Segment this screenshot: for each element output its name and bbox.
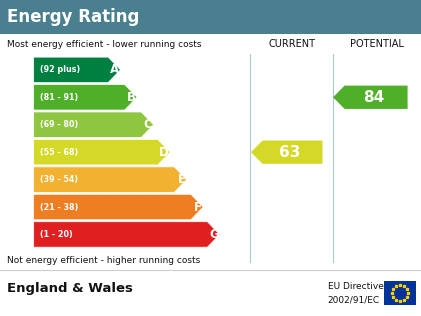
Text: 2002/91/EC: 2002/91/EC — [328, 295, 380, 305]
Polygon shape — [34, 167, 187, 192]
Polygon shape — [333, 86, 408, 109]
Text: C: C — [144, 118, 152, 131]
Text: (55 - 68): (55 - 68) — [40, 148, 78, 157]
Text: (69 - 80): (69 - 80) — [40, 120, 78, 129]
Text: England & Wales: England & Wales — [7, 282, 133, 295]
Text: E: E — [178, 173, 186, 186]
Polygon shape — [34, 85, 137, 110]
Text: (81 - 91): (81 - 91) — [40, 93, 78, 102]
Text: 84: 84 — [363, 90, 384, 105]
Text: 63: 63 — [279, 145, 301, 160]
Text: F: F — [194, 201, 202, 214]
Text: (92 plus): (92 plus) — [40, 65, 80, 74]
Polygon shape — [34, 194, 203, 220]
Text: G: G — [209, 228, 219, 241]
Polygon shape — [34, 112, 154, 137]
Bar — [384, 281, 416, 305]
Text: A: A — [110, 63, 120, 76]
Text: CURRENT: CURRENT — [268, 39, 315, 49]
Polygon shape — [251, 141, 322, 164]
Text: B: B — [127, 91, 136, 104]
Polygon shape — [34, 57, 120, 82]
Text: EU Directive: EU Directive — [328, 282, 384, 291]
Text: (1 - 20): (1 - 20) — [40, 230, 72, 239]
Text: (39 - 54): (39 - 54) — [40, 175, 78, 184]
Text: D: D — [160, 146, 169, 159]
Bar — [0, 0, 421, 34]
Text: POTENTIAL: POTENTIAL — [350, 39, 404, 49]
Polygon shape — [34, 139, 170, 165]
Text: (21 - 38): (21 - 38) — [40, 203, 78, 211]
Text: Energy Rating: Energy Rating — [7, 8, 139, 26]
Polygon shape — [34, 222, 220, 247]
Text: Not energy efficient - higher running costs: Not energy efficient - higher running co… — [7, 256, 200, 265]
Text: Most energy efficient - lower running costs: Most energy efficient - lower running co… — [7, 40, 202, 49]
